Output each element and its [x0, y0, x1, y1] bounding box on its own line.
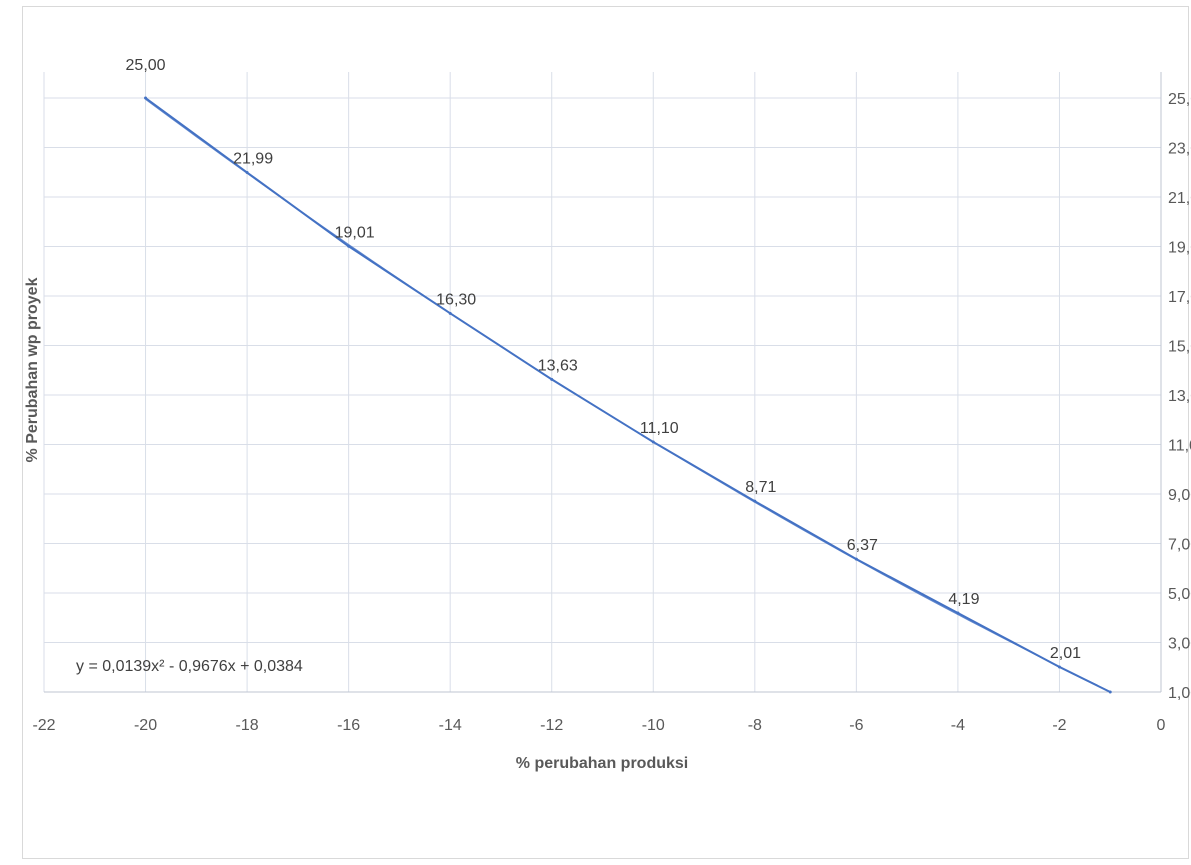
- data-point: [1057, 665, 1061, 669]
- data-label: 2,01: [1050, 645, 1081, 662]
- data-label: 4,19: [948, 591, 979, 608]
- x-tick-label: -4: [951, 717, 965, 734]
- x-tick-label: -10: [642, 717, 665, 734]
- data-point: [347, 244, 351, 248]
- trendline: [145, 98, 1098, 686]
- y-axis-title: % Perubahan wp proyek: [24, 277, 41, 462]
- label-layer: 25,00 21,99 19,01 16,30 13,63 11,10 8,71 6,37 4,…: [126, 57, 1082, 662]
- trendline-equation: y = 0,0139x² - 0,9676x + 0,0384: [76, 658, 303, 675]
- data-point: [448, 311, 452, 315]
- data-label: 8,71: [745, 479, 776, 496]
- x-tick-label: -18: [236, 717, 259, 734]
- data-point: [144, 96, 148, 100]
- y-tick-label: 5,00: [1168, 586, 1191, 603]
- data-point: [956, 611, 960, 615]
- x-tick-label: -20: [134, 717, 157, 734]
- y-tick-label: 23,00: [1168, 141, 1191, 158]
- data-point: [854, 557, 858, 561]
- y-tick-label: 11,00: [1168, 438, 1191, 455]
- y-tick-label: 7,00: [1168, 537, 1191, 554]
- data-label: 21,99: [233, 150, 273, 167]
- x-tick-label: -12: [540, 717, 563, 734]
- data-point: [1108, 690, 1112, 694]
- y-tick-label: 1,00: [1168, 685, 1191, 702]
- axis-layer: -22-20-18-16-14-12-10-8-6-4-201,003,005,…: [32, 72, 1191, 734]
- y-tick-label: 3,00: [1168, 636, 1191, 653]
- data-label: 25,00: [126, 57, 166, 74]
- y-tick-label: 25,00: [1168, 91, 1191, 108]
- x-tick-label: -6: [849, 717, 863, 734]
- data-point: [651, 440, 655, 444]
- x-tick-label: -22: [32, 717, 55, 734]
- x-tick-label: 0: [1157, 717, 1166, 734]
- data-label: 6,37: [847, 537, 878, 554]
- x-tick-label: -2: [1052, 717, 1066, 734]
- data-label: 19,01: [335, 224, 375, 241]
- y-tick-label: 9,00: [1168, 487, 1191, 504]
- data-label: 16,30: [436, 291, 476, 308]
- data-point: [550, 377, 554, 381]
- chart-border: [22, 6, 1189, 859]
- x-tick-label: -16: [337, 717, 360, 734]
- y-tick-label: 17,00: [1168, 289, 1191, 306]
- x-axis-title: % perubahan produksi: [516, 755, 688, 772]
- data-point: [245, 170, 249, 174]
- series-layer: [144, 96, 1112, 694]
- data-label: 11,10: [640, 420, 679, 437]
- y-tick-label: 13,00: [1168, 388, 1191, 405]
- data-label: 13,63: [538, 357, 578, 374]
- y-tick-label: 19,00: [1168, 240, 1191, 257]
- x-tick-label: -14: [439, 717, 462, 734]
- data-point: [753, 499, 757, 503]
- y-tick-label: 15,00: [1168, 339, 1191, 356]
- y-tick-label: 21,00: [1168, 190, 1191, 207]
- x-tick-label: -8: [748, 717, 762, 734]
